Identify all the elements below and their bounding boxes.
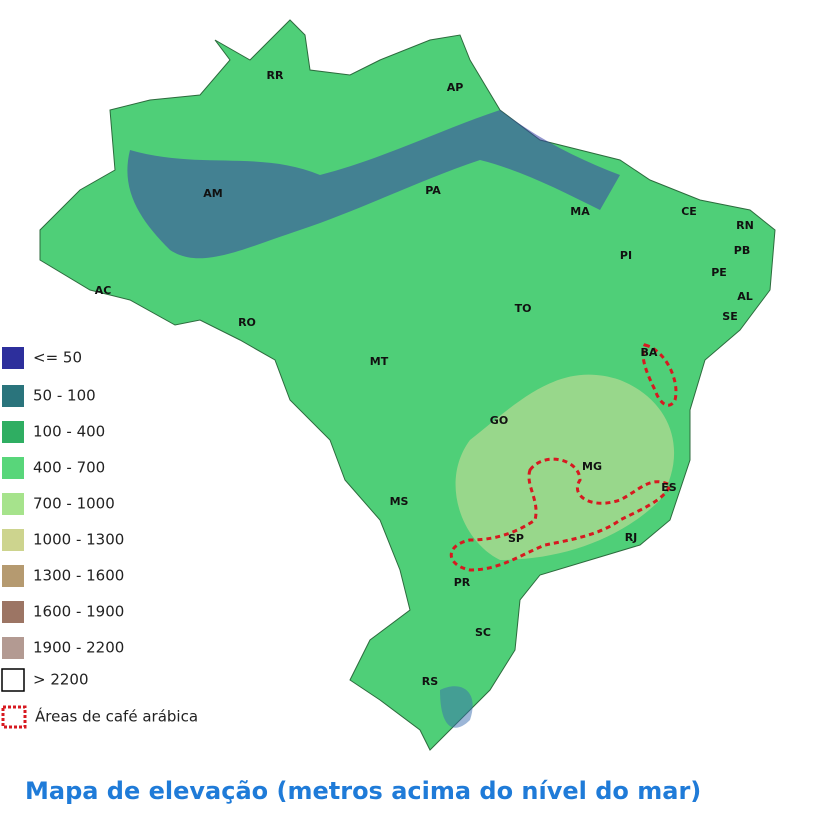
- map-title: Mapa de elevação (metros acima do nível …: [25, 777, 701, 805]
- state-label: AC: [95, 284, 112, 297]
- state-label: SC: [475, 626, 491, 639]
- state-label: PI: [620, 249, 632, 262]
- state-label: AL: [737, 290, 753, 303]
- state-label: RJ: [625, 531, 638, 544]
- amazon-lowlands: [127, 110, 621, 259]
- legend-swatch: [2, 347, 24, 369]
- state-label: MS: [390, 495, 409, 508]
- legend-label: 400 - 700: [33, 459, 105, 477]
- state-label: PE: [711, 266, 727, 279]
- state-label: GO: [490, 414, 508, 427]
- legend-swatch: [2, 457, 24, 479]
- state-label: AP: [447, 81, 464, 94]
- legend-swatch: [2, 565, 24, 587]
- brazil-outline: [39, 19, 776, 751]
- state-label: RO: [238, 316, 256, 329]
- legend-swatch: [1, 705, 27, 729]
- legend-label: Áreas de café arábica: [35, 707, 198, 726]
- legend-swatch: [2, 493, 24, 515]
- state-label: SP: [508, 532, 524, 545]
- legend-label: > 2200: [33, 671, 89, 689]
- legend-swatch: [2, 421, 24, 443]
- state-label: MG: [582, 460, 602, 473]
- legend-label: 1300 - 1600: [33, 567, 124, 585]
- legend-label: 1000 - 1300: [33, 531, 124, 549]
- state-label: RN: [736, 219, 754, 232]
- legend-label: 1600 - 1900: [33, 603, 124, 621]
- state-label: RS: [422, 675, 438, 688]
- state-label: BA: [641, 346, 658, 359]
- state-label: MT: [370, 355, 389, 368]
- state-label: PA: [425, 184, 441, 197]
- state-label: MA: [570, 205, 590, 218]
- state-label: CE: [681, 205, 697, 218]
- state-label: PB: [734, 244, 750, 257]
- legend-swatch: [1, 668, 25, 692]
- state-label: PR: [454, 576, 471, 589]
- legend-swatch: [2, 601, 24, 623]
- legend-swatch: [2, 385, 24, 407]
- state-label: AM: [203, 187, 222, 200]
- legend-label: <= 50: [33, 349, 82, 367]
- state-label: ES: [661, 481, 677, 494]
- state-label: SE: [722, 310, 737, 323]
- legend-swatch: [2, 529, 24, 551]
- state-label: TO: [515, 302, 532, 315]
- legend-label: 100 - 400: [33, 423, 105, 441]
- south-coast: [440, 686, 473, 728]
- legend-label: 50 - 100: [33, 387, 96, 405]
- legend-swatch: [2, 637, 24, 659]
- state-label: RR: [267, 69, 284, 82]
- coffee-areas: [449, 343, 678, 572]
- legend-label: 700 - 1000: [33, 495, 115, 513]
- highlands: [455, 374, 675, 560]
- legend-label: 1900 - 2200: [33, 639, 124, 657]
